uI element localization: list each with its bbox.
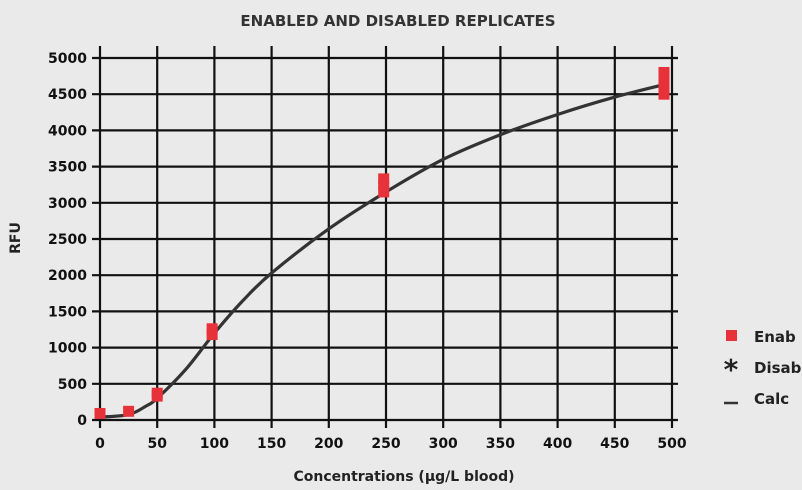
y-tick-label: 2000 — [48, 268, 87, 284]
enabled-point — [206, 329, 218, 341]
y-tick-label: 4000 — [48, 123, 87, 139]
tick-labels: 0 50 100 150 200 250 300 350 400 450 5000500100015… — [48, 51, 687, 452]
legend-enabled-marker — [726, 330, 737, 341]
enabled-point — [123, 405, 135, 417]
enabled-point — [94, 407, 106, 419]
x-tick-label: 250 — [371, 436, 400, 452]
enabled-point — [658, 74, 670, 86]
legend-label: Disab — [754, 359, 802, 377]
x-axis-label: Concentrations (µg/L blood) — [293, 469, 514, 485]
x-tick-label: 300 — [429, 436, 458, 452]
legend-label: Calc — [754, 390, 789, 408]
y-tick-label: 5000 — [48, 51, 87, 67]
x-tick-label: 100 — [200, 436, 229, 452]
enabled-point — [658, 81, 670, 93]
enabled-point — [378, 179, 390, 191]
legend-disabled-marker: * — [724, 353, 739, 386]
x-tick-label: 200 — [314, 436, 343, 452]
x-tick-label: 150 — [257, 436, 286, 452]
calc-curve-layer — [98, 82, 668, 419]
chart-title: ENABLED AND DISABLED REPLICATES — [240, 12, 555, 30]
enabled-point — [151, 387, 163, 399]
legend: Enab * Disab Calc — [724, 328, 802, 408]
y-axis-label: RFU — [8, 222, 24, 254]
y-tick-label: 1000 — [48, 341, 87, 357]
x-tick-label: 50 — [147, 436, 167, 452]
enabled-point — [658, 88, 670, 100]
y-tick-label: 4500 — [48, 87, 87, 103]
legend-label: Enab — [754, 328, 796, 346]
enabled-point — [206, 323, 218, 335]
y-tick-label: 2500 — [48, 232, 87, 248]
enabled-point — [658, 66, 670, 78]
y-tick-label: 500 — [58, 377, 87, 393]
enabled-point — [378, 173, 390, 185]
calc-curve-line — [98, 82, 668, 419]
enabled-point — [378, 186, 390, 198]
grid — [92, 46, 678, 428]
enabled-points-layer — [94, 66, 670, 419]
y-tick-label: 1500 — [48, 304, 87, 320]
y-tick-label: 0 — [77, 413, 87, 429]
x-tick-label: 500 — [657, 436, 686, 452]
x-tick-label: 400 — [543, 436, 572, 452]
x-tick-label: 450 — [600, 436, 629, 452]
y-tick-label: 3000 — [48, 196, 87, 212]
x-tick-label: 0 — [95, 436, 105, 452]
y-tick-label: 3500 — [48, 160, 87, 176]
x-tick-label: 350 — [486, 436, 515, 452]
